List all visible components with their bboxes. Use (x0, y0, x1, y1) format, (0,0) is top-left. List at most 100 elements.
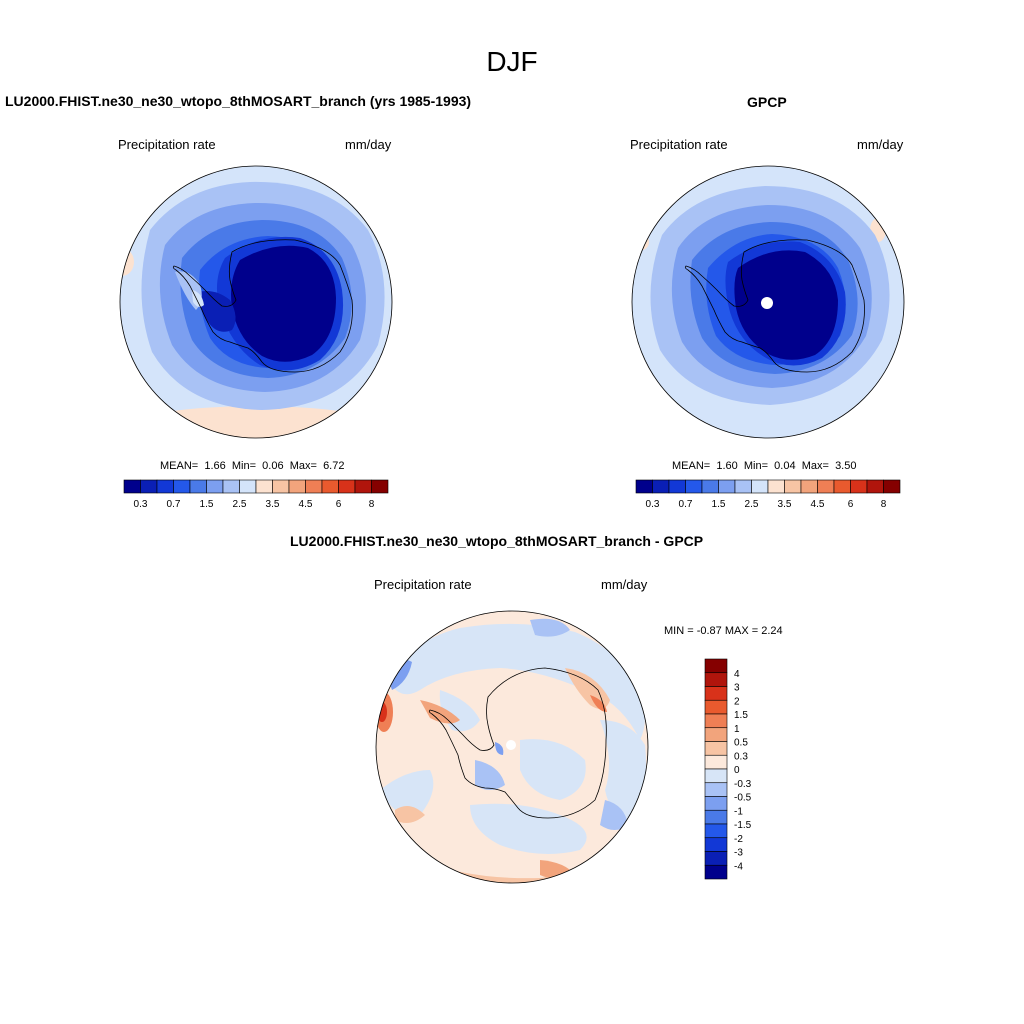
panel1-colorbar-swatch (156, 479, 174, 494)
panel2-colorbar: 0.3 0.7 1.5 2.5 3.5 4.5 6 8 (635, 479, 901, 510)
diff-colorbar-swatch (704, 727, 728, 742)
panel1-colorbar-tick-label: 0.7 (167, 499, 181, 510)
panel1-colorbar-tick-label: 2.5 (233, 499, 247, 510)
panel2-colorbar-swatch (652, 479, 670, 494)
diff-colorbar-swatch (704, 809, 728, 825)
panel1-colorbar-swatch (371, 479, 389, 494)
panel2-map-border (631, 165, 905, 439)
panel1-colorbar-swatch (272, 479, 290, 494)
diff-colorbar-tick-label: 2 (734, 696, 740, 707)
panel2-stats: MEAN= 1.60 Min= 0.04 Max= 3.50 (672, 460, 857, 472)
diff-colorbar-swatch (704, 782, 728, 797)
diff-colorbar-tick-label: 4 (734, 669, 740, 680)
diff-colorbar-swatch (704, 754, 728, 770)
panel2-colorbar-tick-label: 2.5 (745, 499, 759, 510)
panel2-colorbar-swatch (767, 479, 785, 494)
panel2-variable-label: Precipitation rate (630, 137, 728, 152)
panel2-colorbar-tick-label: 0.7 (679, 499, 693, 510)
panel1-coastline (172, 239, 353, 373)
diff-colorbar-tick-label: 1.5 (734, 710, 748, 721)
diff-minmax-label: MIN = -0.87 MAX = 2.24 (664, 625, 783, 637)
diff-colorbar-tick-label: 0.3 (734, 751, 748, 762)
panel1-colorbar-swatch (255, 479, 273, 494)
panel2-colorbar-swatch (718, 479, 736, 494)
diff-colorbar-swatch (704, 741, 728, 756)
diff-variable-label: Precipitation rate (374, 577, 472, 592)
panel2-units-label: mm/day (857, 137, 904, 152)
panel1-title: LU2000.FHIST.ne30_ne30_wtopo_8thMOSART_b… (5, 93, 472, 109)
panel1-colorbar-swatch (206, 479, 224, 494)
panel2-colorbar-swatch (833, 479, 851, 494)
panel2-colorbar-swatch (850, 479, 868, 494)
panel1-colorbar-tick-label: 1.5 (200, 499, 214, 510)
diff-colorbar-swatch (704, 699, 728, 715)
diff-colorbar-swatch (704, 851, 728, 866)
panel1-colorbar: 0.3 0.7 1.5 2.5 3.5 4.5 6 8 (123, 479, 389, 510)
panel1-colorbar-swatch (239, 479, 257, 494)
diff-colorbar-tick-label: -4 (734, 861, 743, 872)
panel1-colorbar-swatch (222, 479, 240, 494)
panel1-colorbar-swatch (288, 479, 306, 494)
panel1-units-label: mm/day (345, 137, 392, 152)
panel2-colorbar-swatch (701, 479, 719, 494)
panel2-colorbar-tick-label: 1.5 (712, 499, 726, 510)
diff-units-label: mm/day (601, 577, 648, 592)
panel1-variable-label: Precipitation rate (118, 137, 216, 152)
diff-colorbar-swatch (704, 713, 728, 729)
panel2-colorbar-swatch (817, 479, 835, 494)
diff-colorbar-tick-label: -3 (734, 848, 743, 859)
panel2-colorbar-tick-label: 8 (881, 499, 887, 510)
panel1-stats: MEAN= 1.66 Min= 0.06 Max= 6.72 (160, 460, 345, 472)
panel2-colorbar-swatch (800, 479, 818, 494)
panel2-colorbar-swatch (784, 479, 802, 494)
diff-colorbar-swatch (704, 658, 728, 674)
diff-colorbar-swatch (704, 823, 728, 839)
diff-colorbar-tick-label: 0 (734, 765, 740, 776)
diff-colorbar-swatch (704, 672, 728, 687)
panel2-colorbar-swatch (734, 479, 752, 494)
diff-colorbar-swatch (704, 768, 728, 784)
panel1-colorbar-tick-label: 6 (336, 499, 342, 510)
panel2-colorbar-swatch (635, 479, 653, 494)
panel1-colorbar-tick-label: 4.5 (299, 499, 313, 510)
panel2-title: GPCP (747, 94, 787, 110)
diff-panel-title: LU2000.FHIST.ne30_ne30_wtopo_8thMOSART_b… (290, 533, 704, 549)
panel1-colorbar-swatch (321, 479, 339, 494)
diff-colorbar-swatch (704, 686, 728, 701)
diff-colorbar-swatch (704, 796, 728, 811)
panel1-colorbar-swatch (140, 479, 158, 494)
diff-colorbar-tick-label: 0.5 (734, 738, 748, 749)
diff-colorbar-tick-label: 1 (734, 724, 740, 735)
diff-pole-hole (506, 740, 516, 750)
panel2-colorbar-tick-label: 6 (848, 499, 854, 510)
panel1-map (120, 166, 392, 438)
panel2-colorbar-tick-label: 0.3 (646, 499, 660, 510)
panel2-colorbar-swatch (751, 479, 769, 494)
diff-colorbar-tick-label: -0.3 (734, 779, 752, 790)
panel1-colorbar-swatch (305, 479, 323, 494)
diff-coastline (428, 667, 607, 819)
panel2-coastline (684, 239, 865, 373)
panel1-colorbar-swatch (338, 479, 356, 494)
diff-colorbar-tick-label: -1 (734, 806, 743, 817)
diff-colorbar: 4 3 2 1.5 1 0.5 0.3 0 -0.3 -0.5 -1 -1.5 -2 -3 -4 (704, 658, 752, 880)
panel1-colorbar-swatch (123, 479, 141, 494)
panel1-colorbar-tick-label: 3.5 (266, 499, 280, 510)
panel2-colorbar-tick-label: 4.5 (811, 499, 825, 510)
panel1-map-border (119, 165, 393, 439)
panel2-colorbar-swatch (883, 479, 901, 494)
panel2-colorbar-swatch (866, 479, 884, 494)
diff-map (376, 611, 648, 883)
panel2-map (632, 166, 904, 438)
diff-colorbar-tick-label: -0.5 (734, 793, 752, 804)
diff-colorbar-tick-label: -1.5 (734, 820, 752, 831)
panel1-colorbar-tick-label: 0.3 (134, 499, 148, 510)
diff-colorbar-tick-label: 3 (734, 683, 740, 694)
panel2-colorbar-swatch (668, 479, 686, 494)
panel2-colorbar-tick-label: 3.5 (778, 499, 792, 510)
panel1-colorbar-swatch (173, 479, 191, 494)
panel1-colorbar-tick-label: 8 (369, 499, 375, 510)
diff-colorbar-swatch (704, 837, 728, 852)
panel1-colorbar-swatch (354, 479, 372, 494)
